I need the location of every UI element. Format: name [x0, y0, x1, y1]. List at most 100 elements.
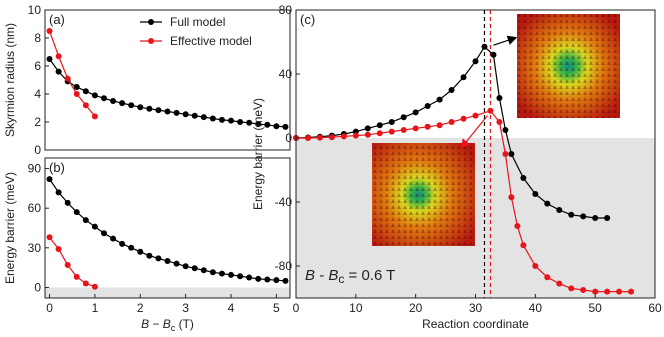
data-point [82, 102, 89, 109]
y-tick-label: 30 [28, 241, 42, 255]
x-tick-label: 2 [137, 301, 144, 315]
data-point [82, 217, 89, 224]
skyrmion-texture [517, 14, 620, 118]
data-point [568, 285, 575, 292]
data-point [100, 95, 107, 102]
y-axis-label: Energy barrier (meV) [251, 98, 265, 210]
data-point [514, 223, 521, 229]
data-point [412, 125, 419, 132]
data-point [556, 207, 563, 213]
panel-label: (b) [49, 160, 65, 175]
data-point [436, 122, 443, 129]
plot-frame [44, 157, 291, 299]
data-point [448, 119, 455, 125]
data-point [164, 258, 171, 265]
annotation-part: = 0.6 T [344, 267, 395, 284]
data-point [237, 119, 244, 125]
data-point [128, 102, 135, 109]
data-point [328, 134, 335, 141]
data-point [155, 107, 162, 114]
data-point [592, 215, 599, 221]
annotation-part: c [338, 272, 344, 286]
data-point [448, 87, 455, 93]
data-point [273, 123, 280, 130]
data-point [73, 273, 80, 280]
data-point [400, 114, 407, 121]
data-point [91, 113, 98, 120]
y-tick-label: 60 [28, 201, 42, 215]
data-point [255, 275, 262, 282]
data-point [364, 125, 371, 132]
data-point [146, 105, 153, 112]
skyrmion-texture [372, 143, 475, 246]
data-point [532, 191, 539, 197]
data-point [218, 116, 225, 123]
data-point [128, 244, 135, 251]
data-point [508, 151, 515, 157]
data-point [580, 213, 587, 220]
x-axis-label: Reaction coordinate [422, 317, 529, 331]
data-point [282, 277, 289, 284]
y-tick-label: 0 [34, 280, 41, 294]
data-point [173, 109, 180, 116]
data-point [200, 114, 207, 121]
data-point [472, 58, 479, 65]
data-point [388, 128, 395, 135]
data-point [191, 112, 198, 119]
data-point [73, 91, 80, 97]
data-point [55, 53, 62, 60]
annotation: B - Bc = 0.6 T [305, 267, 395, 286]
data-point [237, 273, 244, 280]
data-point [376, 130, 383, 137]
x-tick-label: 60 [648, 301, 662, 315]
x-tick-label: 5 [273, 301, 280, 315]
data-point [110, 98, 117, 104]
data-point [91, 92, 98, 99]
data-point [246, 119, 253, 126]
pointer-arrow [460, 115, 488, 149]
data-point [472, 112, 479, 119]
data-point [460, 115, 467, 122]
x-tick-label: 20 [409, 301, 423, 315]
data-point [73, 84, 80, 90]
x-axis-label-part: (T) [175, 317, 194, 331]
y-axis-label: Energy barrier (meV) [3, 172, 17, 284]
data-point [137, 104, 144, 111]
data-point [200, 267, 207, 274]
annotation-part: B - B [305, 267, 338, 284]
data-point [91, 223, 98, 230]
y-tick-label: 6 [34, 59, 41, 73]
data-point [46, 176, 53, 183]
data-point [520, 175, 527, 181]
data-point [55, 189, 62, 196]
y-tick-label: 0 [34, 143, 41, 157]
data-point [400, 127, 407, 133]
data-point [604, 215, 611, 221]
data-point [532, 263, 539, 269]
data-point [46, 28, 53, 34]
data-point [628, 288, 635, 295]
y-tick-label: 4 [34, 87, 41, 101]
data-point [490, 51, 497, 58]
data-point [137, 248, 144, 255]
legend-label: Full model [170, 15, 225, 29]
data-point [481, 43, 488, 50]
data-point [496, 95, 503, 101]
data-point [55, 246, 62, 253]
data-point [264, 276, 271, 283]
x-tick-label: 30 [469, 301, 483, 315]
panel-label: (c) [300, 12, 315, 27]
x-tick-label: 0 [293, 301, 300, 315]
y-tick-label: 90 [28, 162, 42, 176]
x-tick-label: 50 [588, 301, 602, 315]
data-point [412, 109, 419, 116]
data-point [544, 274, 551, 281]
data-point [592, 288, 599, 295]
y-tick-label: 0 [285, 131, 292, 145]
data-point [364, 131, 371, 138]
data-point [100, 230, 107, 237]
x-axis-label: B − Bc (T) [141, 317, 194, 332]
data-point [376, 122, 383, 129]
